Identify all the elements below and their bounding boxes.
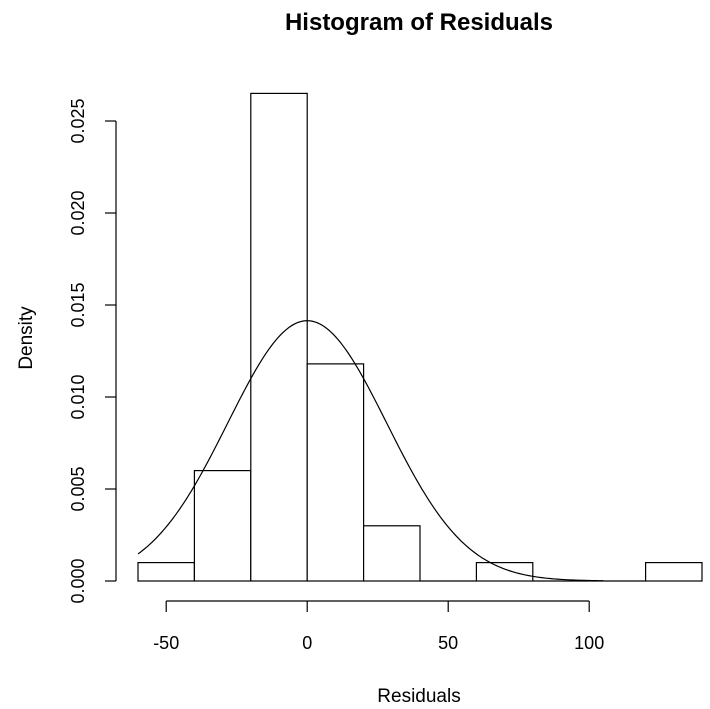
histogram-bar-1 xyxy=(193,470,252,582)
y-tick-label-3: 0.015 xyxy=(68,282,88,327)
histogram-bars xyxy=(137,92,703,582)
histogram-bar-9 xyxy=(644,561,703,582)
x-axis-label: Residuals xyxy=(377,686,460,707)
histogram-bar-0 xyxy=(137,561,196,582)
x-tick-label-2: 50 xyxy=(438,633,458,653)
y-tick-label-2: 0.010 xyxy=(68,374,88,419)
y-axis: 0.000 0.005 0.010 0.015 0.020 0.025 xyxy=(68,98,117,604)
density-curve xyxy=(137,320,604,582)
x-tick-label-0: -50 xyxy=(153,633,179,653)
chart-title: Histogram of Residuals xyxy=(285,9,553,36)
x-axis: -50 0 50 100 xyxy=(153,600,604,653)
y-tick-label-0: 0.000 xyxy=(68,558,88,603)
x-tick-label-1: 0 xyxy=(302,633,312,653)
histogram-bar-4 xyxy=(363,525,421,582)
histogram-bar-3 xyxy=(306,363,365,582)
x-tick-label-3: 100 xyxy=(574,633,604,653)
histogram-bar-6 xyxy=(475,561,534,582)
y-tick-label-4: 0.020 xyxy=(68,190,88,235)
y-tick-label-1: 0.005 xyxy=(68,466,88,511)
y-axis-label: Density xyxy=(16,306,37,370)
y-tick-label-5: 0.025 xyxy=(68,98,88,143)
